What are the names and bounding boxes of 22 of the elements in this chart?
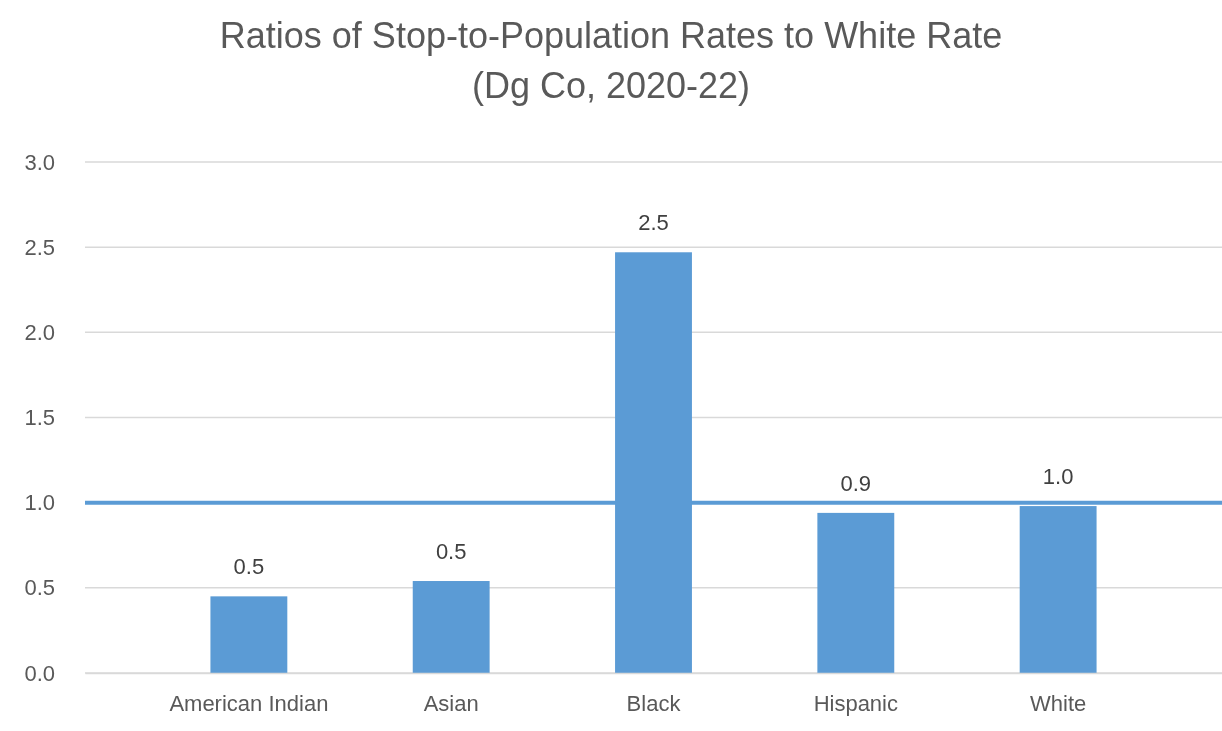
y-tick-label: 1.0: [24, 490, 55, 516]
bar: [817, 512, 895, 673]
y-tick-label: 3.0: [24, 149, 55, 175]
y-tick-label: 1.5: [24, 405, 55, 431]
y-tick-label: 0.5: [24, 575, 55, 601]
bar: [412, 581, 490, 673]
chart-subtitle: (Dg Co, 2020-22): [471, 65, 751, 106]
data-label: 2.5: [638, 210, 669, 236]
y-tick-label: 0.0: [24, 660, 55, 686]
x-tick-label: Hispanic: [813, 690, 898, 716]
x-tick-label: Asian: [423, 690, 479, 716]
data-label: 0.5: [233, 554, 265, 580]
data-label: 0.5: [435, 539, 467, 565]
chart-title: Ratios of Stop-to-Population Rates to White Rate: [219, 15, 1003, 56]
y-tick-label: 2.0: [24, 319, 55, 345]
data-label: 1.0: [1042, 464, 1074, 490]
x-tick-label: Black: [626, 690, 682, 716]
data-label: 0.9: [840, 470, 872, 496]
x-tick-label: American Indian: [169, 690, 329, 716]
x-tick-label: White: [1030, 690, 1087, 716]
y-tick-label: 2.5: [24, 234, 55, 260]
bar: [210, 596, 288, 673]
